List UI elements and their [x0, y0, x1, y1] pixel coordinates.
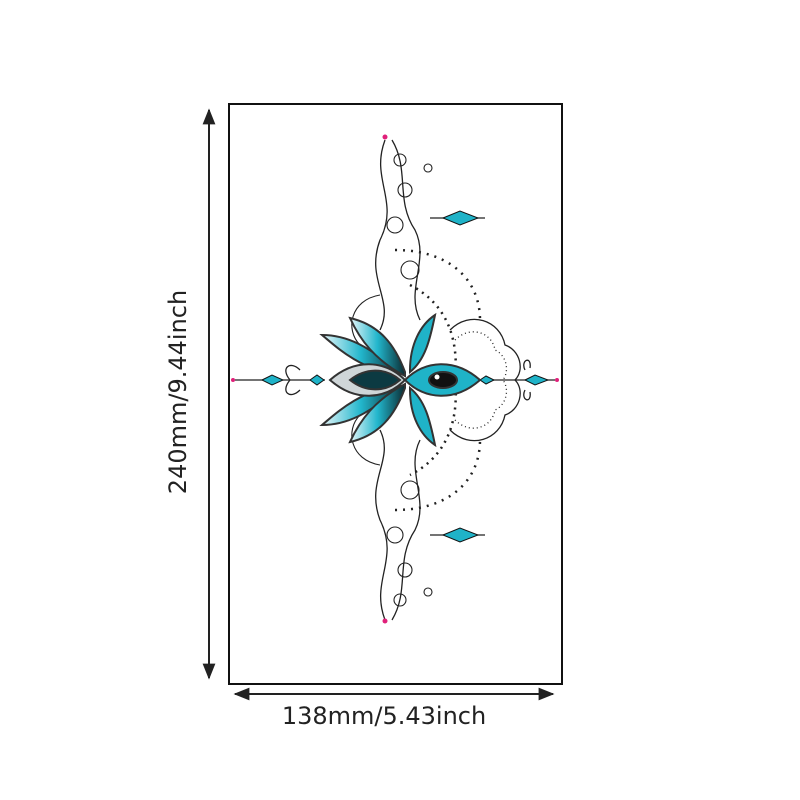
width-dimension-label: 138mm/5.43inch: [281, 702, 487, 730]
teal-gems: [260, 210, 550, 543]
lotus-flower: [319, 312, 482, 448]
height-dimension-label: 240mm/9.44inch: [164, 289, 192, 495]
pink-dots: [231, 134, 559, 624]
